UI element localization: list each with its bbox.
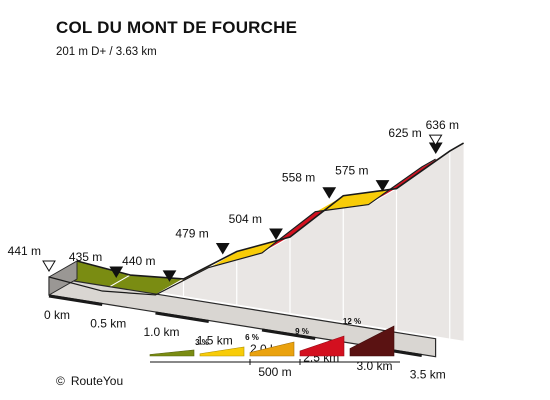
legend-swatch xyxy=(299,335,345,357)
elevation-label: 558 m xyxy=(282,171,315,185)
profile-front-outline xyxy=(48,158,436,296)
km-scale-band xyxy=(261,328,316,340)
profile-back-wall xyxy=(77,143,464,341)
scale-bar-label: 500 m xyxy=(258,365,291,379)
profile-top-outline xyxy=(76,142,464,280)
elevation-label: 441 m xyxy=(8,244,41,258)
legend-swatch xyxy=(249,341,295,357)
elevation-label: 440 m xyxy=(122,254,155,268)
x-tick-label: 1.0 km xyxy=(143,325,179,339)
elevation-marker xyxy=(215,243,230,255)
elevation-label: 504 m xyxy=(229,212,262,226)
chart-title: COL DU MONT DE FOURCHE xyxy=(56,18,298,37)
x-tick-label: 1.5 km xyxy=(197,334,233,348)
elevation-marker xyxy=(162,270,177,282)
elevation-label: 435 m xyxy=(69,250,102,264)
legend-swatch xyxy=(349,325,395,357)
km-scale-band xyxy=(155,311,209,323)
elevation-marker xyxy=(109,266,124,278)
elevation-marker xyxy=(42,260,56,272)
legend-label: 9 % xyxy=(295,327,309,336)
legend-swatch xyxy=(199,346,245,357)
legend-label: 3 % xyxy=(195,338,209,347)
x-tick-label: 0 km xyxy=(44,308,70,322)
credit-label[interactable]: RouteYou xyxy=(70,374,124,388)
profile-end-cap xyxy=(48,260,78,296)
km-scale-band xyxy=(48,294,103,306)
legend-swatch xyxy=(149,349,195,357)
legend-label: 12 % xyxy=(343,317,361,326)
elevation-marker xyxy=(322,187,337,199)
chart-subtitle: 201 m D+ / 3.63 km xyxy=(56,46,157,58)
elevation-marker xyxy=(375,180,390,192)
legend-label: 6 % xyxy=(245,333,259,342)
elevation-label: 479 m xyxy=(175,227,208,241)
elevation-marker xyxy=(428,134,443,147)
copyright-icon: © xyxy=(56,374,65,388)
elevation-label: 575 m xyxy=(335,164,368,178)
x-tick-label: 3.5 km xyxy=(410,368,446,382)
x-tick-label: 3.0 km xyxy=(356,359,392,373)
credit: © RouteYou xyxy=(56,374,123,388)
elevation-marker xyxy=(269,228,283,240)
elevation-label: 636 m xyxy=(426,118,459,132)
elevation-label: 625 m xyxy=(388,126,421,140)
x-tick-label: 0.5 km xyxy=(90,317,126,331)
